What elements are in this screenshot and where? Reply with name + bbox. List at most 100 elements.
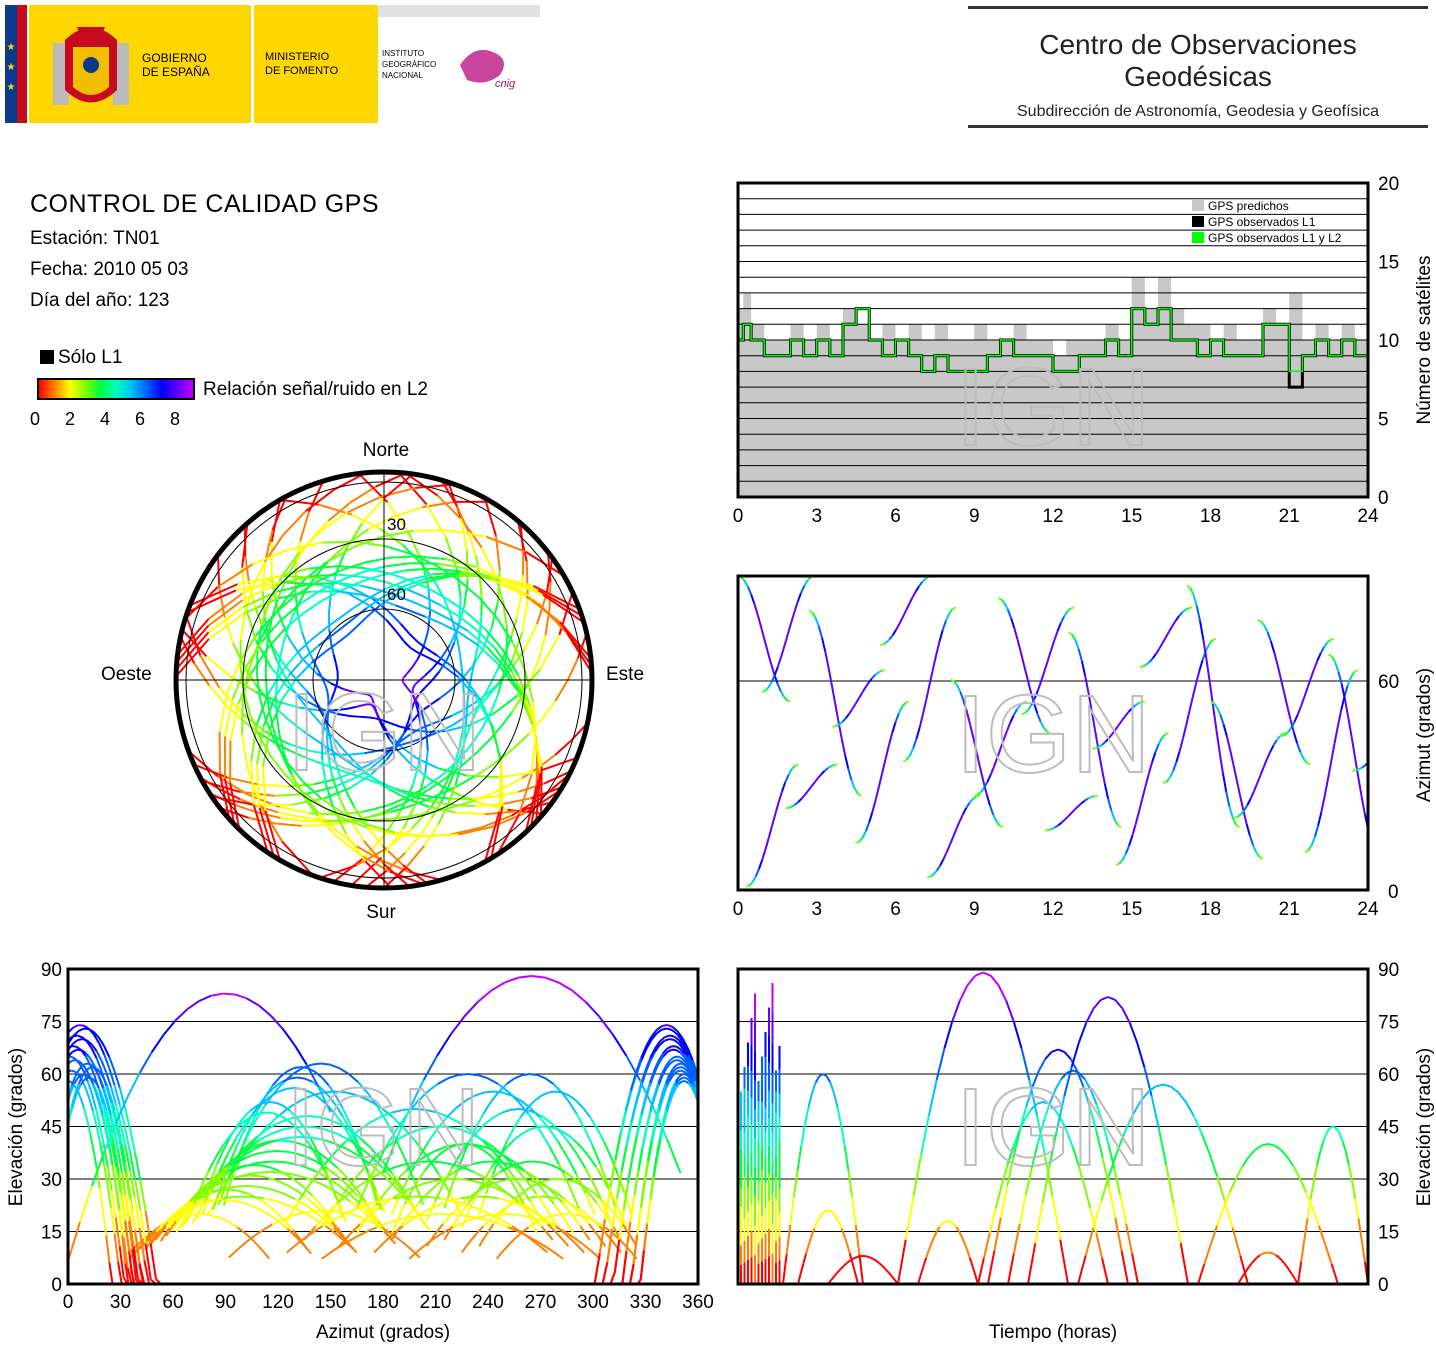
elev-azimuth-track (123, 1221, 131, 1253)
elev-azimuth-track (117, 1173, 124, 1196)
elev-time-track (875, 1259, 880, 1264)
elev-azimuth-track (644, 1060, 652, 1074)
elev-azimuth-ytick: 30 (41, 1170, 62, 1191)
elev-azimuth-track (108, 1068, 116, 1086)
azimuth-track (929, 873, 935, 878)
elev-time-track (1107, 1186, 1117, 1219)
elev-azimuth-track (558, 981, 573, 992)
elev-time-track (865, 1255, 870, 1259)
skyplot-track (464, 712, 468, 725)
elev-azimuth-track (580, 1184, 590, 1194)
elev-azimuth-track (666, 1138, 682, 1174)
elev-azimuth-track (337, 1175, 349, 1187)
azimuth-track (1186, 584, 1191, 589)
azimuth-xtick: 12 (1042, 899, 1063, 920)
elev-time-track (1272, 1252, 1277, 1257)
elev-azimuth-track (327, 1084, 337, 1097)
elev-azimuth-track (376, 1144, 388, 1165)
skyplot-track (524, 785, 538, 833)
elev-azimuth-track (275, 1118, 288, 1125)
skyplot-track (287, 637, 304, 660)
elev-azimuth-track (357, 1081, 369, 1094)
elev-azimuth-track (518, 1183, 532, 1203)
elev-azimuth-track (534, 1094, 543, 1102)
elev-time-track (853, 1256, 858, 1260)
elev-time-track (789, 1196, 795, 1225)
skyplot-track (386, 796, 408, 807)
elev-time-track (1024, 1108, 1033, 1119)
elev-azimuth-track (286, 1067, 295, 1073)
elev-time-track (1325, 1127, 1331, 1134)
satellites-ytick: 15 (1378, 253, 1399, 274)
elev-time-track (797, 1273, 802, 1284)
azimuth-track (786, 622, 793, 635)
skyplot-track (429, 719, 441, 726)
elev-time-track (1128, 1022, 1139, 1043)
azimuth-track (763, 638, 769, 652)
elev-azimuth-track (275, 1189, 286, 1196)
elev-time-track (904, 1196, 915, 1240)
azimuth-track (935, 641, 941, 656)
elev-azimuth-track (86, 1074, 92, 1080)
skyplot-east-label: Este (606, 664, 644, 685)
skyplot-track (401, 784, 414, 810)
elev-time-track (825, 1075, 832, 1084)
skyplot-track (365, 604, 381, 618)
elev-azimuth-track (223, 992, 236, 996)
skyplot-track (274, 741, 289, 764)
azimuth-track (1257, 619, 1262, 623)
azimuth-track (1100, 766, 1106, 785)
elev-azimuth-track (529, 1107, 541, 1118)
skyplot-track (340, 581, 361, 592)
elev-azimuth-track (323, 1139, 337, 1145)
skyplot-track (438, 690, 450, 700)
azimuth-track (1320, 795, 1326, 813)
azimuth-track (827, 667, 833, 686)
elev-time-track (941, 1220, 946, 1225)
elev-azimuth-track (230, 1199, 240, 1203)
skyplot-track (256, 619, 272, 646)
elev-azimuth-track (258, 1094, 268, 1106)
azimuth-track (1128, 835, 1134, 846)
elev-time-track (1005, 1000, 1015, 1023)
elev-azimuth-track (407, 1128, 419, 1135)
azimuth-track (1046, 650, 1052, 662)
elev-azimuth-track (88, 1063, 94, 1068)
elev-azimuth-track (528, 1126, 537, 1131)
elev-azimuth-track (93, 1031, 100, 1039)
elev-azimuth-track (316, 1170, 328, 1179)
elev-azimuth-track (472, 1161, 482, 1166)
skyplot-track (406, 573, 434, 582)
elev-azimuth-track (138, 1263, 146, 1284)
elev-azimuth-track (397, 1203, 406, 1219)
elev-azimuth-track (276, 1088, 286, 1094)
skyplot-track (255, 694, 269, 725)
skyplot-track (207, 606, 244, 634)
skyplot-track (241, 567, 247, 608)
skyplot-track (486, 535, 526, 553)
elev-time-track (832, 1092, 839, 1108)
skyplot-track (302, 755, 317, 763)
elev-azimuth-track (95, 1091, 101, 1103)
azimuth-track (1372, 756, 1375, 760)
elev-azimuth-track (295, 1116, 304, 1127)
azimuth-track (1023, 665, 1029, 679)
elev-azimuth-track (384, 1228, 395, 1237)
skyplot-track (378, 486, 416, 499)
elev-azimuth-track (557, 1163, 570, 1186)
azimuth-track (760, 626, 766, 640)
elev-azimuth-track (79, 1079, 85, 1086)
elev-azimuth-track (611, 1198, 618, 1230)
elev-time-track (1262, 1251, 1266, 1255)
skyplot-track (415, 787, 431, 798)
elev-azimuth-track (649, 1051, 656, 1062)
skyplot-track (292, 689, 304, 703)
elev-azimuth-track (435, 1146, 446, 1152)
azimuth-track (878, 772, 884, 787)
elev-azimuth-track (229, 1126, 239, 1136)
elev-time-track (1131, 1102, 1141, 1117)
skyplot-track (264, 810, 281, 861)
elev-azimuth-track (625, 1221, 632, 1252)
skyplot-track (291, 721, 305, 733)
azimuth-ytick: 60 (1378, 672, 1399, 693)
